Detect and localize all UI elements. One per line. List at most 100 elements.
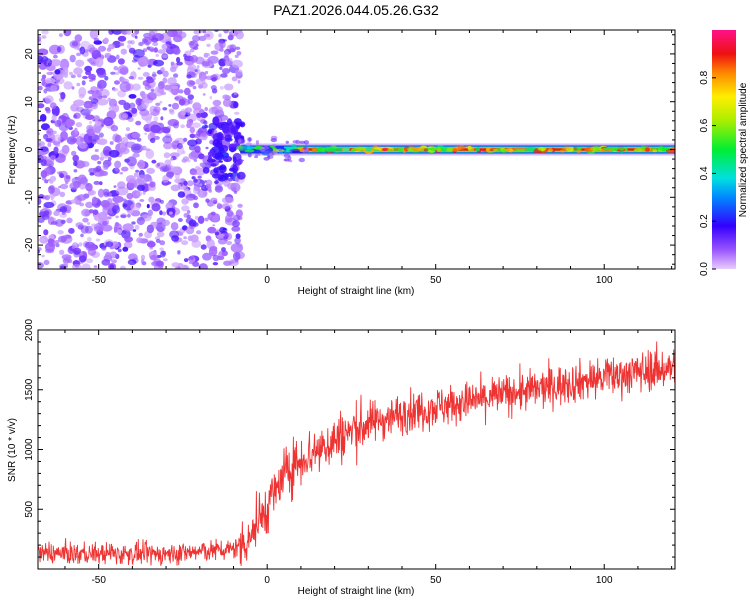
noise-blob [136,237,143,244]
noise-blob [44,195,50,201]
noise-blob [123,241,133,249]
noise-blob [60,130,68,141]
noise-blob [159,250,166,258]
noise-blob [196,166,202,173]
noise-blob [199,183,203,187]
noise-blob [109,264,115,269]
noise-blob [128,178,135,184]
noise-blob [58,33,63,37]
noise-blob [199,132,208,141]
noise-blob [156,254,162,259]
noise-blob [220,73,228,78]
noise-blob [40,159,47,167]
noise-blob [204,217,209,222]
noise-blob [89,167,93,172]
noise-blob [78,93,85,99]
noise-blob [142,72,150,77]
noise-blob [171,262,180,268]
noise-blob [196,230,202,235]
noise-blob [146,204,150,209]
line-blob [242,144,248,151]
line-blob [412,147,418,151]
noise-blob [54,120,62,127]
line-blob [343,147,350,152]
noise-blob [71,150,77,157]
spectrogram-y-axis-label: Frequency (Hz) [7,116,18,185]
noise-blob [43,201,55,209]
noise-blob [177,191,186,198]
noise-blob [205,198,210,203]
line-noise-blob [238,159,245,162]
line-blob [576,146,583,150]
noise-blob [76,82,81,87]
noise-blob [124,236,133,243]
line-blob [562,146,572,151]
noise-blob [118,112,129,121]
noise-blob [171,166,178,172]
noise-blob [171,85,179,90]
noise-blob [89,108,93,112]
noise-blob [183,180,188,186]
spectrogram-noise-blobs [38,30,248,269]
noise-blob [204,107,208,111]
noise-blob [211,215,219,223]
noise-blob [214,152,225,161]
line-blob [590,146,602,151]
noise-blob [38,140,45,148]
noise-blob [84,65,93,73]
noise-blob [232,164,238,174]
line-noise-blob [278,149,283,152]
noise-blob [186,74,192,79]
noise-blob [232,251,241,261]
noise-blob [187,98,193,105]
noise-blob [108,43,116,50]
noise-blob [224,50,230,58]
noise-blob [68,227,75,234]
noise-blob [128,47,136,54]
noise-blob [221,203,230,210]
noise-blob [197,175,202,179]
noise-blob [138,41,144,47]
line-blob [382,147,389,152]
noise-blob [96,53,102,59]
noise-blob [173,34,183,43]
noise-blob [101,224,113,232]
noise-blob [63,81,73,90]
noise-blob [97,160,102,165]
noise-blob [98,132,104,138]
line-noise-blob [298,140,306,144]
noise-blob [151,159,157,164]
noise-blob [88,47,99,55]
noise-blob [114,222,120,227]
line-blob [356,147,366,152]
noise-blob [84,103,91,108]
noise-blob [111,205,121,214]
noise-blob [128,94,137,99]
noise-blob [39,114,47,122]
noise-blob [208,246,218,257]
snr-y-axis-label: SNR (10 * v/v) [7,418,18,482]
noise-blob [224,238,229,242]
noise-blob [216,255,225,261]
line-noise-blob [247,153,252,158]
noise-blob [192,85,197,90]
line-blob [485,147,491,153]
line-blob [475,147,481,152]
noise-blob [237,79,241,84]
noise-blob [59,183,69,190]
noise-blob [58,185,62,189]
noise-blob [187,210,191,214]
noise-blob [178,98,186,106]
noise-blob [125,127,131,132]
noise-blob [152,71,157,77]
noise-blob [122,246,129,252]
noise-blob [224,173,229,181]
noise-blob [218,146,224,152]
noise-blob [189,80,196,86]
noise-blob [82,217,89,223]
line-noise-blob [272,143,277,147]
noise-blob [87,247,97,256]
noise-blob [113,226,119,230]
noise-blob [152,41,159,47]
noise-blob [56,144,61,147]
